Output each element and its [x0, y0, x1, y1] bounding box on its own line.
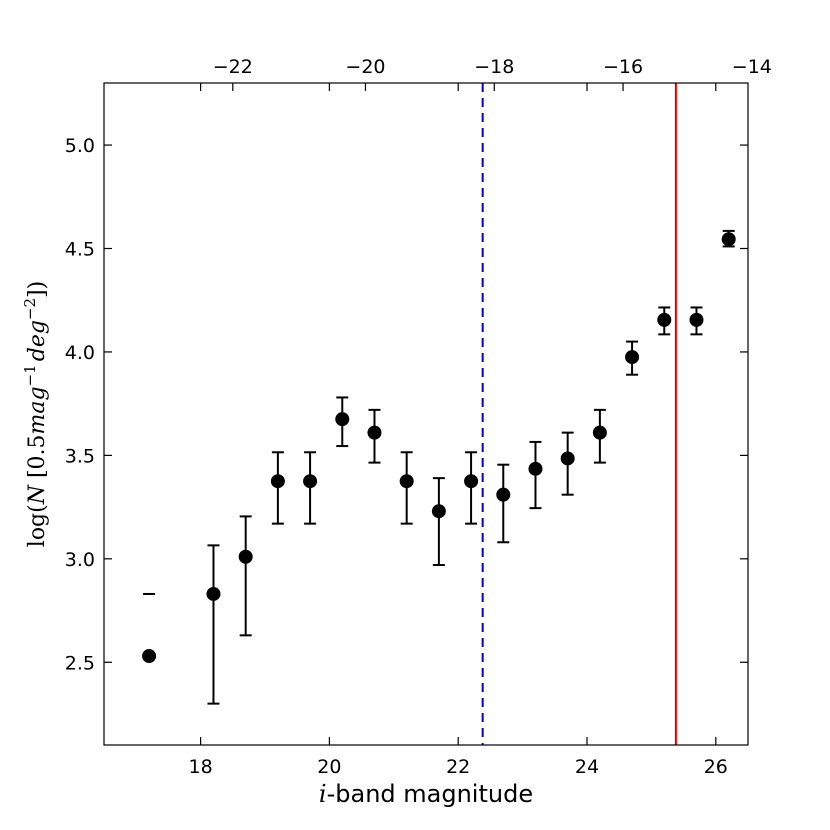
x-axis-label-italic: i — [319, 780, 327, 808]
data-point — [625, 350, 640, 365]
top-tick-label: −22 — [213, 56, 253, 78]
data-points — [142, 232, 736, 664]
reference-lines — [481, 83, 677, 745]
y-axis-label-bracket: [0.5 — [25, 434, 50, 485]
x-axis-label-text: -band magnitude — [327, 780, 534, 808]
data-point — [303, 474, 318, 489]
data-point — [657, 312, 672, 327]
data-point — [592, 425, 607, 440]
y-axis-ticks: 2.5 3.0 3.5 4.0 4.5 5.0 — [65, 135, 748, 674]
y-axis-label-close: ]) — [25, 281, 50, 298]
y-axis-label-log: log( — [25, 504, 50, 547]
data-point — [238, 549, 253, 564]
data-point — [367, 425, 382, 440]
y-tick-label: 3.5 — [65, 445, 95, 467]
y-axis-label-mag: mag — [25, 386, 50, 434]
data-point — [560, 451, 575, 466]
y-tick-label: 4.0 — [65, 342, 95, 364]
data-point — [270, 474, 285, 489]
x-tick-label: 24 — [575, 756, 599, 778]
y-tick-label: 4.5 — [65, 239, 95, 261]
top-tick-label: −18 — [474, 56, 514, 78]
plot-area — [104, 83, 748, 745]
top-tick-label: −14 — [732, 56, 772, 78]
y-tick-label: 2.5 — [65, 652, 95, 674]
x-axis-label: i-band magnitude — [319, 780, 533, 808]
data-point — [528, 461, 543, 476]
y-tick-label: 5.0 — [65, 135, 95, 157]
data-point — [721, 232, 736, 247]
top-tick-label: −16 — [603, 56, 643, 78]
data-point — [689, 312, 704, 327]
y-axis-label-exp2: −2 — [21, 298, 39, 320]
error-bars — [143, 229, 735, 705]
x-axis-ticks: 18 20 22 24 26 — [189, 83, 728, 778]
y-axis-label: log(N [0.5mag−1 deg−2]) — [21, 281, 50, 547]
x-tick-label: 20 — [317, 756, 341, 778]
y-axis-label-n: N — [25, 484, 50, 505]
y-axis-label-exp1: −1 — [21, 364, 39, 386]
data-point — [335, 412, 350, 427]
plot-frame — [103, 82, 749, 746]
x-tick-label: 22 — [446, 756, 470, 778]
data-point — [496, 487, 511, 502]
y-axis-label-deg: deg — [25, 320, 50, 361]
data-point — [399, 474, 414, 489]
top-tick-label: −20 — [345, 56, 385, 78]
data-point — [464, 474, 479, 489]
x-tick-label: 18 — [189, 756, 213, 778]
data-point — [431, 504, 446, 519]
data-point — [142, 649, 157, 664]
x-tick-label: 26 — [704, 756, 728, 778]
y-tick-label: 3.0 — [65, 549, 95, 571]
data-point — [206, 586, 221, 601]
top-axis-ticks: −22 −20 −18 −16 −14 — [213, 56, 772, 91]
